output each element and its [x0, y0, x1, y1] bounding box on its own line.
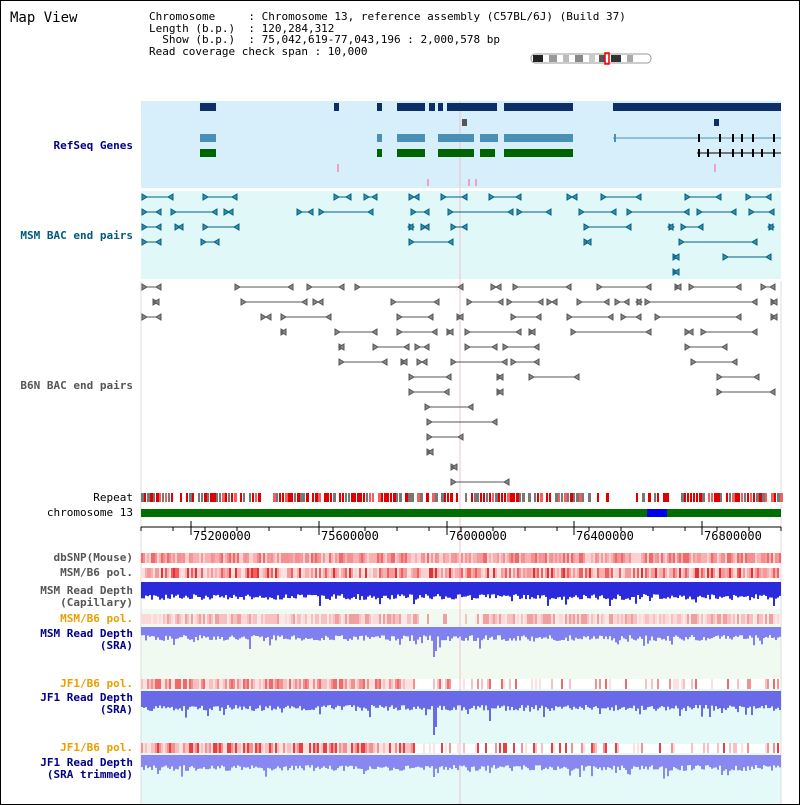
track-label-msm-bac[interactable]: MSM BAC end pairs [20, 229, 133, 242]
depth-tracks [141, 582, 781, 779]
axis-tick-label: 76400000 [576, 529, 634, 543]
track-label-dbsnp[interactable]: dbSNP(Mouse) [53, 551, 133, 564]
track-label-jf1-depth-trim[interactable]: JF1 Read Depth [40, 756, 133, 769]
chromosome-ideogram[interactable] [530, 52, 652, 65]
track-label-jf1-depth-sra-sub: (SRA) [99, 703, 133, 716]
track-label-jf1-depth-trim-sub: (SRA trimmed) [46, 768, 133, 781]
track-label-msm-depth-cap[interactable]: MSM Read Depth [40, 585, 133, 597]
refseq-exon-ticks [614, 134, 775, 157]
refseq-gene-features[interactable] [200, 103, 781, 186]
track-label-chromosome[interactable]: chromosome 13 [46, 506, 133, 519]
track-label-msm-pol-1[interactable]: MSM/B6 pol. [60, 566, 133, 579]
coverage-span-line: Read coverage check span : 10,000 [149, 44, 368, 58]
track-label-msm-pol-2[interactable]: MSM/B6 pol. [60, 612, 133, 625]
heat-tracks [141, 553, 781, 753]
track-label-b6n-bac[interactable]: B6N BAC end pairs [20, 379, 133, 392]
msm-bac-track-bg [141, 191, 781, 279]
track-label-msm-depth-cap-sub: (Capillary) [60, 596, 133, 609]
chromosome-line: Chromosome : Chromosome 13, reference as… [149, 10, 626, 23]
track-label-msm-depth-sra[interactable]: MSM Read Depth [40, 627, 133, 640]
track-label-refseq[interactable]: RefSeq Genes [53, 139, 133, 152]
track-label-jf1-pol-2[interactable]: JF1/B6 pol. [60, 741, 133, 754]
refseq-track-bg [141, 101, 781, 188]
track-label-msm-depth-sra-sub: (SRA) [99, 639, 133, 652]
msm-bac-end-pairs[interactable] [141, 193, 775, 276]
show-range-line: Show (b.p.) : 75,042,619-77,043,196 : 2,… [149, 33, 500, 46]
track-label-jf1-depth-sra[interactable]: JF1 Read Depth [40, 691, 133, 704]
chromosome-info: Chromosome : Chromosome 13, reference as… [149, 11, 626, 57]
axis-tick-label: 75200000 [193, 529, 251, 543]
axis-tick-label: 75600000 [321, 529, 379, 543]
position-axis: 75200000 75600000 76000000 76400000 76800000 [140, 521, 782, 543]
axis-tick-label: 76800000 [704, 529, 762, 543]
b6n-bac-end-pairs[interactable] [141, 283, 778, 486]
length-line: Length (b.p.) : 120,284,312 [149, 21, 335, 35]
axis-tick-label: 76000000 [449, 529, 507, 543]
page-title: Map View [10, 10, 78, 26]
track-label-jf1-pol-1[interactable]: JF1/B6 pol. [60, 677, 133, 690]
msm-depth-cap-line1: MSM Read Depth [40, 584, 133, 597]
repeat-track[interactable] [141, 493, 783, 502]
chromosome-highlight [647, 509, 667, 517]
chromosome-bar[interactable] [141, 509, 781, 517]
track-label-repeat[interactable]: Repeat [93, 491, 133, 504]
